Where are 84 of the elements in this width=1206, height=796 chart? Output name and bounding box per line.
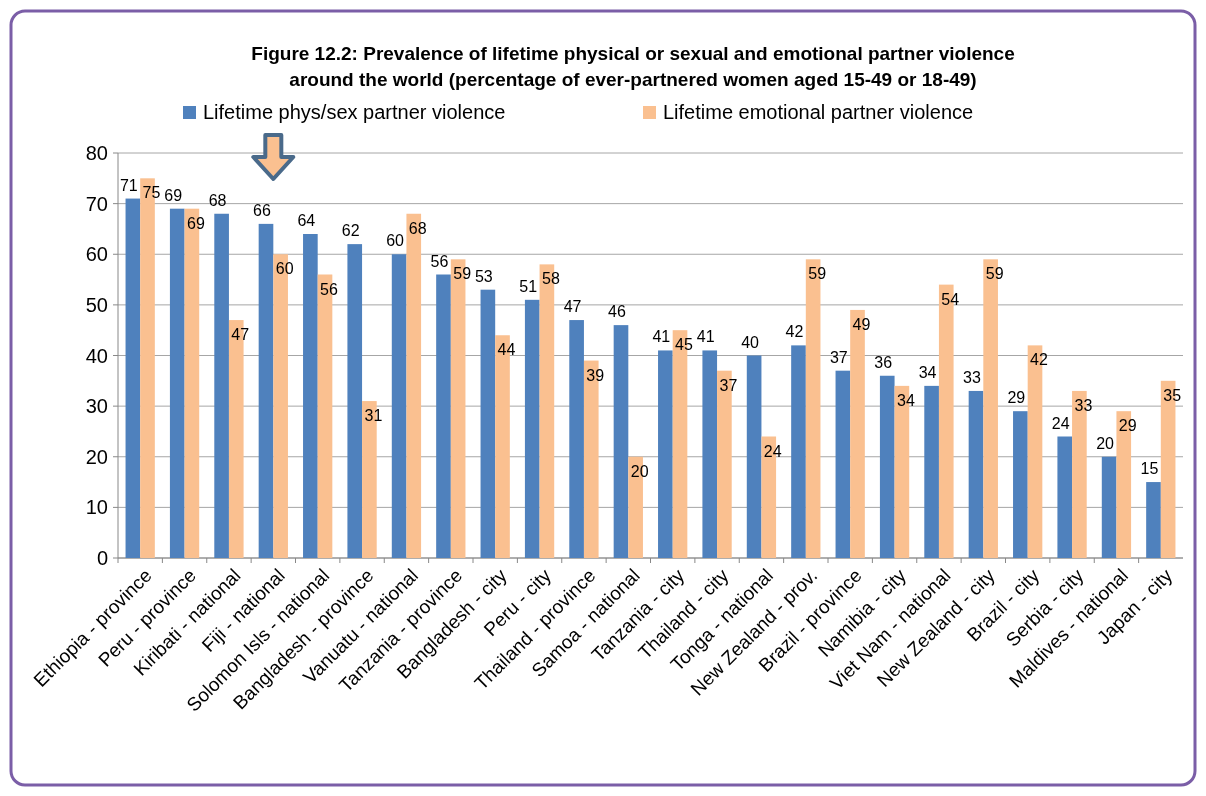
data-label: 64: [297, 212, 316, 229]
data-label: 33: [1074, 396, 1093, 414]
legend-label: Lifetime emotional partner violence: [663, 101, 974, 123]
bar: [480, 289, 496, 558]
data-label: 15: [1140, 460, 1159, 478]
bar: [1146, 482, 1161, 558]
bar: [524, 299, 540, 558]
data-label: 45: [675, 336, 694, 354]
chart-title: Figure 12.2: Prevalence of lifetime physical or sexual and emotional partner violence around the world (percentage of ever-partnered women aged 15-49 or 18-49): [251, 43, 1015, 90]
data-label: 75: [142, 184, 161, 202]
bar: [303, 234, 318, 558]
data-label: 69: [164, 186, 183, 204]
data-label: 49: [852, 315, 871, 333]
y-tick-label: 50: [85, 293, 108, 316]
data-label: 66: [253, 201, 271, 219]
bar: [968, 390, 984, 558]
data-label: 42: [1030, 351, 1049, 369]
data-label: 58: [541, 270, 560, 288]
data-label: 59: [985, 265, 1004, 283]
data-label: 71: [119, 176, 138, 194]
data-label: 20: [630, 462, 649, 480]
data-label: 56: [430, 252, 449, 270]
data-label: 31: [364, 407, 383, 425]
bar: [924, 385, 939, 558]
data-label: 62: [341, 222, 360, 240]
bar: [1101, 456, 1117, 558]
data-label: 29: [1007, 389, 1026, 407]
data-label: 42: [785, 323, 804, 341]
y-tick-label: 20: [85, 445, 108, 468]
data-label: 53: [474, 267, 493, 285]
data-label: 24: [763, 442, 782, 460]
bar: [613, 325, 629, 558]
data-label: 68: [208, 191, 227, 209]
data-label: 34: [918, 363, 937, 381]
data-label: 47: [231, 326, 250, 344]
bar: [569, 320, 584, 558]
data-label: 40: [741, 333, 760, 351]
data-label: 69: [186, 214, 205, 232]
bar: [214, 213, 229, 558]
y-tick-label: 60: [85, 243, 108, 266]
data-label: 41: [696, 328, 715, 346]
bar: [702, 350, 718, 558]
bar: [1013, 411, 1028, 558]
legend-label: Lifetime phys/sex partner violence: [203, 101, 506, 123]
bar: [791, 345, 806, 558]
y-tick-label: 80: [85, 142, 108, 164]
y-tick-label: 0: [96, 547, 108, 569]
data-label: 46: [608, 303, 626, 321]
data-label: 51: [519, 277, 538, 295]
bar: [746, 355, 762, 558]
bar: [658, 350, 673, 558]
bar: [835, 370, 851, 558]
data-label: 20: [1096, 434, 1115, 452]
data-label: 24: [1051, 414, 1070, 432]
data-label: 29: [1118, 417, 1137, 435]
data-label: 35: [1163, 386, 1182, 404]
bar: [258, 223, 274, 558]
data-label: 44: [497, 341, 516, 359]
data-label: 59: [453, 265, 472, 283]
y-tick-label: 10: [85, 496, 108, 519]
bar: [391, 254, 407, 558]
bar: [436, 274, 451, 558]
bar: [347, 244, 363, 558]
data-label: 68: [408, 219, 427, 237]
data-label: 36: [874, 353, 893, 371]
data-label: 47: [563, 298, 582, 316]
bar: [169, 208, 185, 558]
data-label: 37: [829, 348, 848, 366]
data-label: 39: [586, 366, 605, 384]
y-tick-label: 40: [85, 344, 108, 367]
y-tick-label: 30: [85, 395, 108, 418]
data-label: 54: [941, 290, 960, 308]
bar: [125, 198, 141, 558]
data-label: 56: [320, 280, 339, 298]
data-label: 59: [808, 265, 827, 283]
data-label: 60: [386, 232, 405, 250]
data-label: 33: [963, 368, 981, 386]
data-label: 41: [652, 328, 671, 346]
data-label: 60: [275, 260, 294, 278]
bar: [879, 375, 895, 558]
y-tick-label: 70: [85, 192, 108, 215]
data-label: 34: [896, 391, 915, 409]
data-label: 37: [719, 376, 738, 394]
bar: [1057, 436, 1073, 558]
